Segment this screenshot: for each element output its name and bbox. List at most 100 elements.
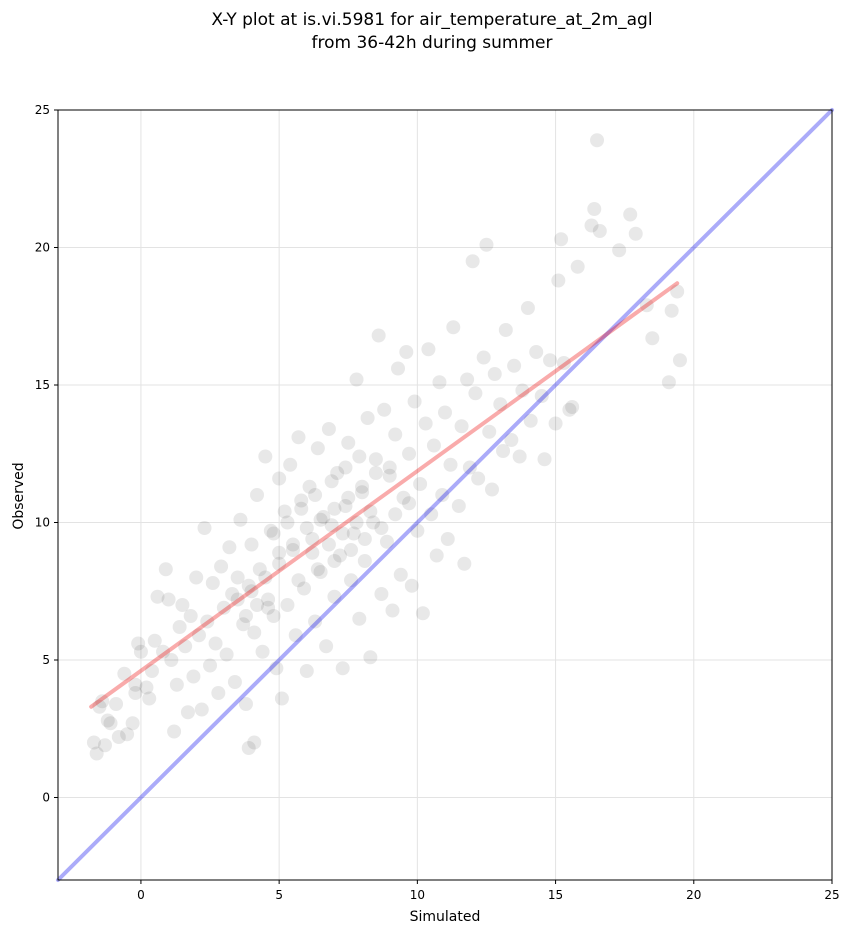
scatter-point [205, 576, 220, 590]
scatter-point [258, 570, 273, 585]
scatter-point [476, 350, 491, 365]
chart-title-line-1: X-Y plot at is.vi.5981 for air_temperatu… [211, 10, 652, 30]
scatter-point [584, 218, 599, 233]
scatter-point [186, 669, 201, 684]
scatter-point [344, 573, 359, 588]
scatter-point [429, 548, 444, 563]
scatter-point [388, 507, 403, 522]
scatter-point [402, 496, 417, 511]
scatter-point [225, 587, 240, 601]
scatter-point [272, 545, 287, 560]
scatter-point [454, 419, 469, 434]
scatter-point [191, 628, 206, 643]
scatter-point [131, 636, 146, 651]
scatter-point [512, 449, 527, 464]
scatter-point [554, 232, 569, 247]
scatter-point [280, 515, 295, 530]
y-tick-label: 20 [35, 241, 50, 255]
x-tick-label: 20 [686, 888, 701, 902]
scatter-point [203, 658, 218, 673]
scatter-point [570, 259, 585, 274]
scatter-point [548, 416, 563, 431]
scatter-point [327, 501, 342, 516]
y-tick-label: 25 [35, 103, 50, 117]
scatter-point [357, 532, 372, 546]
scatter-point [338, 499, 353, 513]
scatter-point [266, 609, 281, 623]
scatter-point [109, 697, 124, 711]
scatter-point [352, 449, 367, 464]
x-tick-label: 0 [137, 888, 145, 902]
scatter-point [310, 441, 325, 456]
scatter-point [241, 741, 256, 755]
scatter-point [178, 639, 193, 654]
scatter-point [321, 422, 336, 436]
scatter-point [100, 713, 115, 728]
scatter-point [272, 471, 287, 486]
scatter-point [197, 521, 212, 535]
scatter-point [374, 587, 389, 601]
scatter-point [161, 592, 176, 607]
scatter-point [534, 389, 549, 403]
scatter-point [297, 581, 312, 596]
y-tick-label: 15 [35, 378, 50, 392]
scatter-point [410, 523, 425, 538]
scatter-point [363, 504, 378, 519]
scatter-point [346, 526, 361, 541]
scatter-point [211, 686, 226, 700]
scatter-point [133, 644, 148, 659]
scatter-point [468, 386, 483, 401]
scatter-point [443, 457, 458, 472]
scatter-point [97, 738, 112, 753]
scatter-point [302, 479, 317, 494]
scatter-point [391, 361, 406, 376]
grid-lines [58, 109, 833, 880]
scatter-point [120, 727, 135, 742]
x-axis-label: Simulated [410, 909, 481, 925]
scatter-point [313, 565, 328, 579]
scatter-point [261, 600, 276, 615]
scatter-point [424, 507, 439, 522]
scatter-point [446, 320, 461, 335]
scatter-point [244, 584, 259, 599]
scatter-point [261, 592, 276, 607]
scatter-point [332, 548, 347, 563]
scatter-point [371, 328, 386, 343]
scatter-point [418, 416, 433, 431]
scatter-point [426, 438, 441, 453]
scatter-point [310, 562, 325, 577]
scatter-point [189, 570, 204, 585]
scatter-point [590, 133, 605, 148]
scatter-point [250, 598, 265, 612]
scatter-point [299, 664, 314, 678]
scatter-point [385, 603, 400, 618]
scatter-point [200, 614, 215, 629]
scatter-point [498, 323, 513, 337]
scatter-point [308, 614, 323, 629]
scatter-point [180, 705, 195, 720]
fit-line [89, 281, 680, 709]
scatter-point [269, 661, 284, 676]
trend-lines [56, 108, 834, 882]
scatter-point [142, 691, 157, 706]
y-tick-label: 10 [35, 516, 50, 530]
scatter-point [247, 625, 262, 640]
scatter-point [291, 430, 306, 445]
scatter-point [407, 394, 422, 409]
scatter-point [216, 600, 231, 615]
scatter-point [368, 452, 383, 467]
y-axis-label: Observed [11, 462, 27, 529]
scatter-point [344, 543, 359, 557]
scatter-point [471, 471, 486, 486]
scatter-point [413, 477, 428, 491]
scatter-point [415, 606, 430, 621]
scatter-point [244, 537, 259, 552]
scatter-point [103, 716, 118, 731]
y-axis-ticks: 0 5 10 15 20 25 [35, 103, 58, 805]
scatter-point [404, 578, 419, 593]
scatter-point [313, 512, 328, 527]
scatter-point [335, 526, 350, 541]
scatter-point [175, 598, 190, 612]
scatter-point [95, 694, 110, 709]
